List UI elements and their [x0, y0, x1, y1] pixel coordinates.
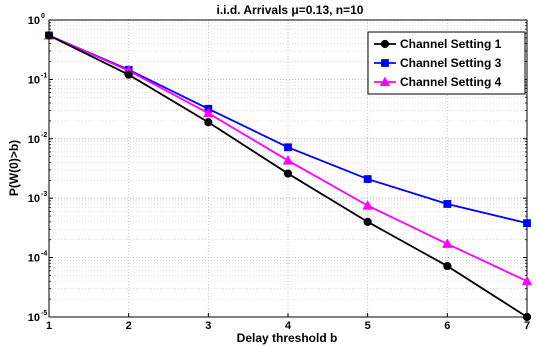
- y-tick-exponent: -1: [41, 72, 47, 79]
- y-tick-exponent: 0: [41, 13, 45, 20]
- legend-item: Channel Setting 3: [374, 56, 502, 70]
- legend-label: Channel Setting 3: [400, 56, 502, 70]
- data-point: [442, 238, 453, 248]
- data-point: [204, 118, 213, 127]
- data-point: [284, 143, 292, 152]
- legend-item: Channel Setting 1: [374, 37, 502, 51]
- data-point: [521, 275, 533, 286]
- x-tick-label: 4: [285, 320, 292, 332]
- y-tick-label: 10: [28, 312, 40, 324]
- y-tick-exponent: -4: [41, 251, 47, 258]
- legend-marker: [379, 76, 391, 87]
- x-tick-label: 5: [365, 320, 371, 332]
- legend-label: Channel Setting 1: [400, 37, 502, 51]
- series-group: [43, 29, 533, 322]
- legend: Channel Setting 1 Channel Setting 3 Channe…: [367, 31, 526, 95]
- data-point: [44, 31, 54, 40]
- y-tick-exponent: -2: [41, 132, 47, 139]
- y-tick-exponent: -5: [41, 310, 47, 317]
- series-1: [44, 31, 532, 322]
- y-tick-label: 10: [28, 15, 40, 27]
- y-tick-label: 10: [28, 193, 40, 205]
- data-point: [363, 217, 372, 226]
- x-tick-label: 7: [524, 320, 530, 332]
- data-point: [363, 175, 372, 183]
- y-tick-label: 10: [28, 134, 40, 146]
- y-axis-label: P(W(0)>b): [7, 140, 21, 196]
- data-point: [283, 169, 293, 178]
- data-point: [124, 70, 133, 79]
- legend-label: Channel Setting 4: [400, 75, 502, 89]
- data-point: [443, 200, 452, 208]
- y-tick-exponent: -3: [41, 191, 47, 198]
- data-point: [282, 155, 294, 165]
- data-point: [203, 107, 214, 118]
- x-axis-label: Delay threshold b: [237, 331, 338, 345]
- data-point: [362, 200, 373, 210]
- chart-title: i.i.d. Arrivals μ=0.13, n=10: [217, 3, 364, 17]
- y-tick-label: 10: [28, 253, 40, 265]
- data-point: [522, 312, 532, 322]
- x-tick-label: 6: [444, 320, 450, 332]
- legend-item: Channel Setting 4: [374, 75, 502, 89]
- data-point: [443, 261, 452, 271]
- x-tick-label: 2: [126, 320, 132, 332]
- x-tick-label: 3: [205, 320, 211, 332]
- x-tick-label: 1: [46, 320, 52, 332]
- legend-marker: [380, 39, 390, 49]
- data-point: [523, 219, 531, 228]
- legend-marker: [381, 59, 389, 67]
- y-tick-label: 10: [28, 74, 40, 86]
